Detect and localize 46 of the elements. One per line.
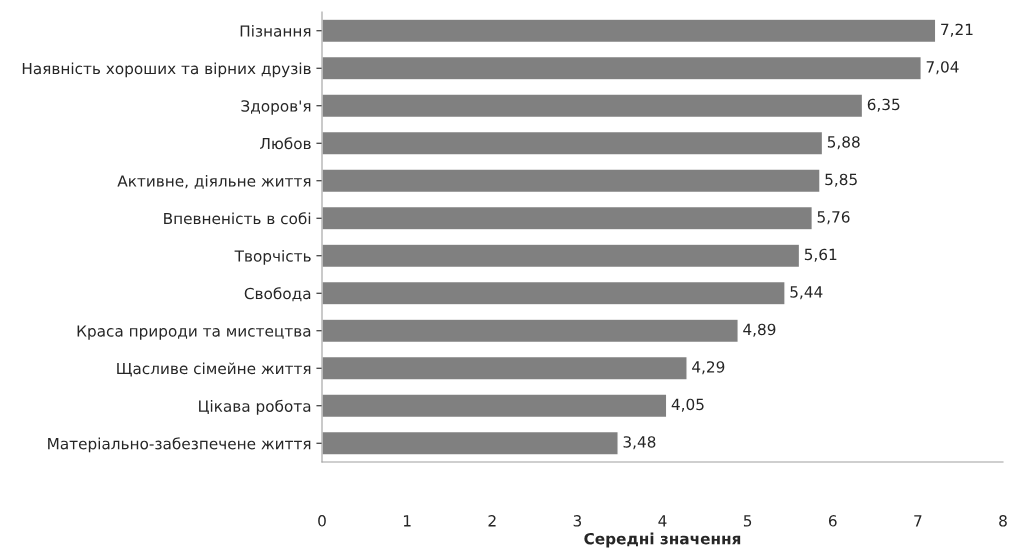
data-label: 5,44 xyxy=(790,286,823,300)
x-tick-label: 1 xyxy=(403,515,411,527)
bar xyxy=(322,205,814,231)
bar xyxy=(322,93,864,119)
bar xyxy=(322,18,937,44)
data-label: 5,85 xyxy=(825,173,857,187)
y-tick-label: Пізнання xyxy=(240,24,311,37)
data-label: 6,35 xyxy=(867,98,900,112)
data-label: 7,04 xyxy=(926,61,959,75)
data-label: 4,05 xyxy=(671,398,704,412)
y-tick-label: Впевненість в собі xyxy=(164,212,311,225)
y-tick-label: Здоров'я xyxy=(241,100,311,115)
data-label: 7,21 xyxy=(941,23,973,37)
bar xyxy=(322,55,922,81)
y-tick-label: Щасливе сімейне життя xyxy=(117,362,311,377)
bar xyxy=(322,318,739,344)
data-label: 4,29 xyxy=(692,361,725,375)
y-tick-label: Активне, діяльне життя xyxy=(117,174,311,189)
data-label: 5,61 xyxy=(804,248,837,262)
x-tick-label: 2 xyxy=(488,515,496,527)
bar xyxy=(322,243,801,269)
y-tick-label: Свобода xyxy=(244,287,311,302)
x-tick-label: 6 xyxy=(828,515,837,527)
x-tick-label: 5 xyxy=(743,515,752,527)
y-tick-label: Матеріально-забезпечене життя xyxy=(48,437,311,453)
y-tick-label: Наявність хороших та вірних друзів xyxy=(22,62,311,78)
bar xyxy=(322,168,821,194)
x-tick-label: 0 xyxy=(318,515,326,527)
bar xyxy=(322,393,668,419)
y-tick-label: Краса природи та мистецтва xyxy=(77,325,311,340)
data-label: 4,89 xyxy=(743,323,776,337)
x-tick-label: 7 xyxy=(914,515,922,527)
bar xyxy=(322,430,619,456)
x-tick-label: 8 xyxy=(999,515,1007,527)
y-tick-label: Любов xyxy=(260,137,311,150)
bar xyxy=(322,280,786,306)
x-axis-title: Середні значення xyxy=(584,532,741,548)
x-tick-label: 3 xyxy=(573,515,582,527)
bar xyxy=(322,355,688,381)
bar xyxy=(322,130,824,156)
x-tick-label: 4 xyxy=(658,515,667,527)
y-tick-label: Цікава робота xyxy=(199,399,311,415)
data-label: 5,88 xyxy=(827,136,860,150)
data-label: 5,76 xyxy=(817,211,850,225)
data-label: 3,48 xyxy=(623,436,656,450)
y-tick-label: Творчість xyxy=(234,249,311,265)
